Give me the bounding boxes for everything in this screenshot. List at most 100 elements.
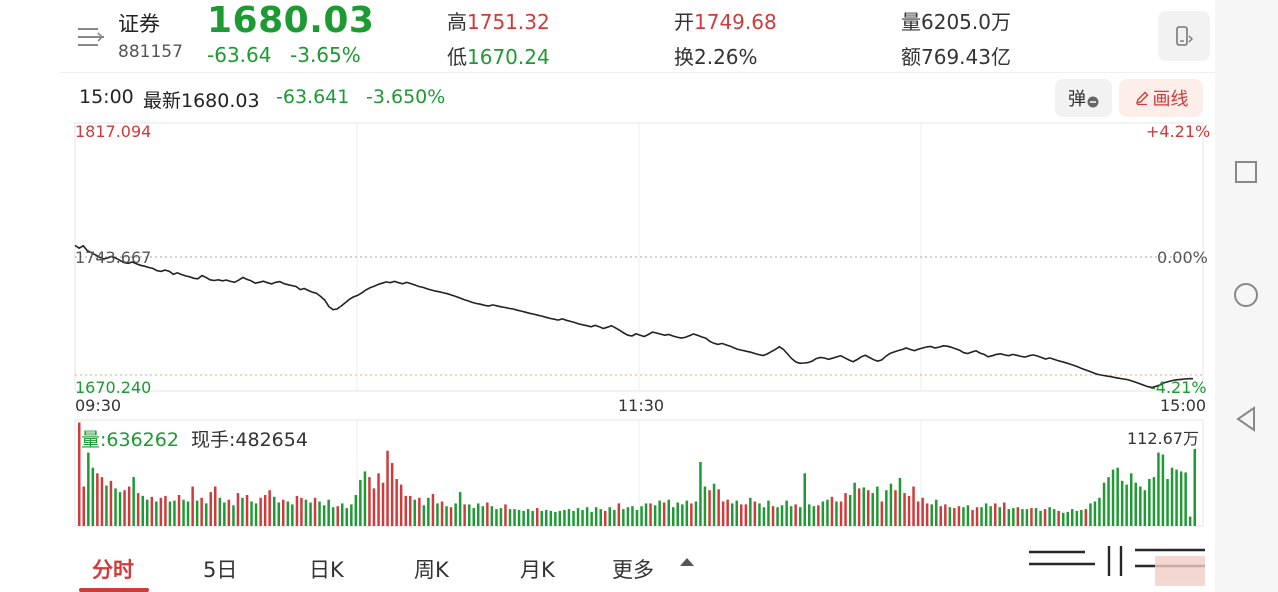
volume-bar	[395, 479, 398, 526]
volume-bar	[1157, 452, 1160, 526]
tab-monthly-k[interactable]: 月K	[520, 558, 555, 582]
volume-bar	[857, 488, 861, 526]
volume-bar	[685, 500, 689, 526]
pencil-icon	[1135, 91, 1148, 106]
period-tabs: 分时 5日 日K 周K 月K 更多	[60, 540, 1215, 592]
volume-bar	[585, 507, 589, 526]
volume-bar	[953, 508, 956, 526]
draw-line-button[interactable]: 画线	[1119, 79, 1203, 117]
volume-bar	[241, 497, 244, 526]
volume-bar	[295, 495, 299, 526]
draw-line-label: 画线	[1152, 89, 1189, 110]
volume-bar	[363, 471, 367, 526]
volume-bar	[830, 496, 834, 526]
volume-bar	[1102, 482, 1106, 526]
stock-name: 证券	[118, 12, 160, 36]
tab-intraday[interactable]: 分时	[92, 558, 134, 582]
volume-bar	[708, 490, 711, 526]
volume-bar	[885, 490, 888, 526]
volume-value: 6205.0万	[921, 10, 1011, 34]
volume-bar	[839, 501, 843, 526]
volume-bar	[422, 505, 426, 526]
volume-bar	[458, 492, 462, 526]
volume-bar	[980, 507, 983, 526]
volume-bar	[576, 508, 580, 526]
volume-bar	[649, 503, 652, 526]
volume-bar	[731, 503, 734, 526]
volume-bar	[681, 504, 684, 526]
volume-bar	[835, 501, 838, 526]
volume-bar	[359, 479, 362, 526]
volume-bar	[1007, 509, 1011, 526]
volume-bar	[282, 499, 285, 526]
volume-bar	[223, 502, 226, 526]
intraday-chart[interactable]	[0, 0, 1215, 540]
menu-icon[interactable]	[76, 24, 106, 50]
volume-bar	[513, 509, 516, 526]
volume-bar	[291, 504, 294, 526]
volume-bar	[1043, 509, 1047, 526]
volume-bar	[182, 499, 185, 526]
volume-bar	[971, 510, 974, 526]
volume-bar	[599, 509, 602, 526]
volume-bar	[903, 493, 906, 526]
home-icon	[1234, 283, 1258, 307]
volume-bar	[1098, 497, 1101, 526]
volume-bar	[486, 502, 489, 526]
volume-bar	[848, 495, 852, 526]
volume-bar	[1071, 509, 1074, 526]
volume-bar	[667, 499, 670, 526]
recent-apps-button[interactable]	[1231, 157, 1261, 187]
tab-weekly-k[interactable]: 周K	[414, 558, 449, 582]
volume-bar	[594, 507, 598, 526]
volume-bar	[604, 510, 607, 526]
volume-bar	[1016, 507, 1020, 526]
volume-bar	[808, 504, 811, 526]
volume-bar	[821, 501, 825, 526]
volume-bar	[998, 507, 1001, 526]
back-button[interactable]	[1231, 404, 1261, 434]
volume-bar	[254, 503, 258, 526]
tab-more[interactable]: 更多	[612, 558, 654, 582]
tab-daily-k[interactable]: 日K	[309, 558, 344, 582]
volume-bar	[721, 501, 725, 526]
volume-bar	[703, 486, 707, 526]
volume-bar	[803, 473, 806, 526]
volume-bar	[331, 507, 335, 526]
turnover-stat: 换2.26%	[674, 41, 758, 70]
volume-bar	[418, 497, 421, 526]
volume-bar	[780, 505, 784, 526]
volume-bar	[377, 473, 380, 526]
pct-mid-label: 0.00%	[1157, 248, 1208, 267]
volume-bar	[921, 497, 924, 526]
volume-bar	[218, 497, 222, 526]
volume-bar	[758, 503, 761, 526]
volume-bar	[150, 496, 154, 526]
price-change: -63.64	[207, 43, 272, 67]
phone-screen-button[interactable]	[1158, 11, 1210, 61]
volume-bar	[1021, 509, 1024, 526]
active-tab-indicator	[79, 588, 149, 592]
tab-5day[interactable]: 5日	[203, 558, 238, 582]
info-latest: 最新1680.03	[143, 90, 260, 112]
home-button[interactable]	[1231, 280, 1261, 310]
volume-bar	[245, 495, 249, 526]
high-label: 高	[447, 10, 467, 34]
volume-bar	[390, 463, 394, 526]
volume-bar	[871, 493, 874, 526]
volume-bar	[658, 500, 661, 526]
popup-button[interactable]: 弹	[1055, 79, 1112, 117]
volume-stat: 量6205.0万	[901, 6, 1011, 35]
volume-bar	[427, 497, 430, 526]
volume-bar	[1034, 508, 1038, 526]
volume-bar	[481, 506, 485, 526]
volume-bar	[694, 501, 698, 526]
volume-bar	[613, 510, 616, 526]
volume-bar	[1107, 477, 1110, 526]
volume-bar	[676, 502, 679, 526]
volume-bar	[889, 483, 893, 526]
caret-up-icon[interactable]	[680, 558, 694, 566]
y-max-label: 1817.094	[75, 122, 152, 141]
volume-bar	[1125, 484, 1128, 526]
volume-bar	[463, 504, 466, 526]
